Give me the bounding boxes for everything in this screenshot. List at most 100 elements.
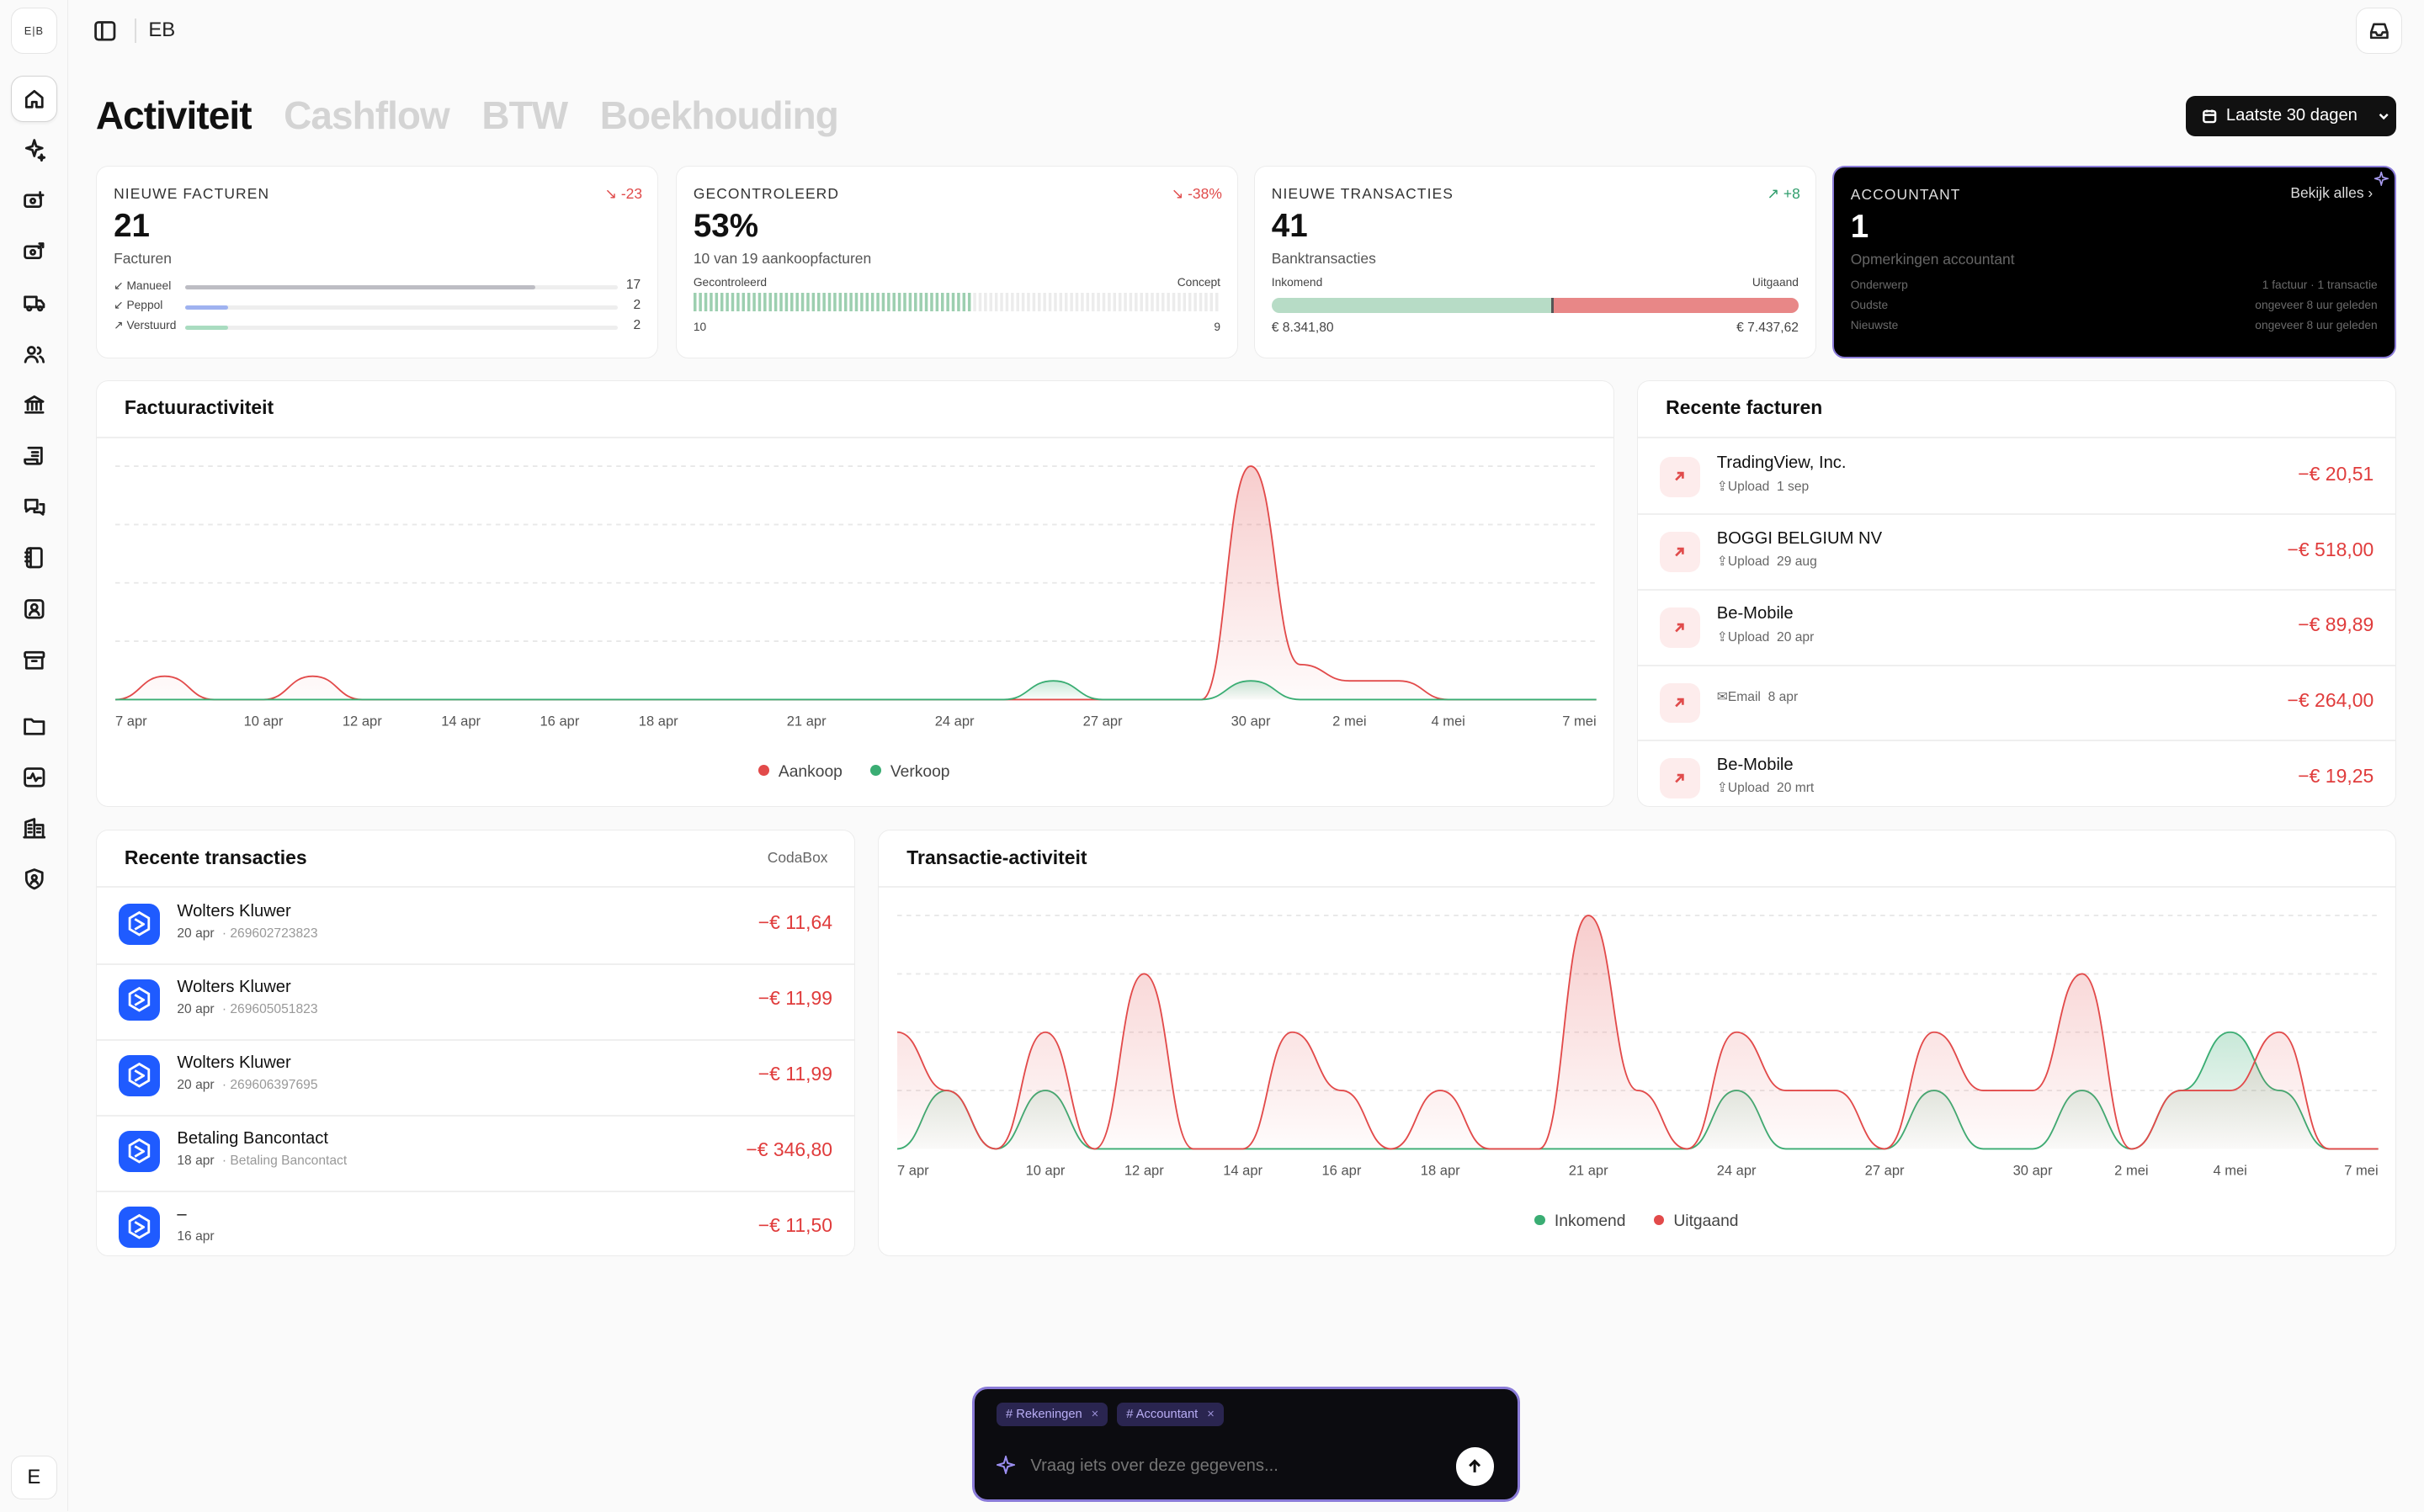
x-tick-label: 7 apr [897, 1163, 929, 1179]
sidebar-item-contact[interactable] [11, 586, 57, 632]
progress-tick [859, 293, 864, 312]
source-bar [184, 325, 618, 331]
inbox-button[interactable] [2356, 8, 2403, 55]
kpi-subtitle: 10 van 19 aankoopfacturen [693, 249, 872, 267]
view-all-link[interactable]: Bekijk alles › [2290, 184, 2373, 202]
transaction-row[interactable]: Wolters Kluwer 20 apr · 269602723823 −€ 11,… [97, 888, 854, 963]
close-icon[interactable]: × [1091, 1407, 1099, 1421]
kpi-subtitle: Opmerkingen accountant [1850, 250, 2015, 268]
progress-tick [1118, 293, 1122, 312]
invoice-row[interactable]: TradingView, Inc. ⇪Upload 1 sep −€ 20,51 [1638, 438, 2395, 514]
source-count: 2 [633, 297, 641, 312]
legend-label: Uitgaand [1673, 1212, 1739, 1230]
incoming-label: Inkomend [1271, 275, 1323, 289]
accountant-row-label: Onderwerp [1850, 278, 1908, 291]
legend-dot [758, 765, 769, 776]
series-line-uitgaand[interactable] [897, 915, 2379, 1150]
x-tick-label: 2 mei [1332, 713, 1366, 729]
legend-item-inkomend[interactable]: Inkomend [1534, 1212, 1625, 1231]
transaction-row[interactable]: – 16 apr −€ 11,50 [96, 1191, 854, 1255]
sidebar-item-truck[interactable] [11, 279, 57, 326]
sidebar-item-bank[interactable] [11, 382, 57, 428]
series-line-aankoop[interactable] [114, 464, 1597, 701]
sidebar-item-invoice-in[interactable] [11, 178, 57, 224]
sidebar-item-chat[interactable] [11, 484, 57, 530]
x-tick-label: 30 apr [1231, 713, 1271, 729]
invoice-source: Email [1727, 690, 1761, 705]
transaction-row[interactable]: Wolters Kluwer 20 apr · 269606397695 −€ 11,… [96, 1039, 854, 1115]
sidebar-item-users[interactable] [11, 331, 57, 377]
sidebar: E|B E [0, 0, 68, 1512]
progress-tick [983, 293, 987, 312]
organization-name[interactable]: EB [148, 19, 176, 42]
transaction-meta: 20 apr · 269606397695 [177, 1078, 317, 1093]
series-line-verkoop[interactable] [114, 680, 1597, 701]
invoice-type-badge [1659, 607, 1700, 648]
outgoing-amount: € 7.437,62 [1736, 321, 1799, 336]
legend-item-uitgaand[interactable]: Uitgaand [1653, 1212, 1739, 1231]
progress-tick [854, 293, 858, 312]
sidebar-item-archive[interactable] [11, 637, 57, 683]
sidebar-item-sparkle[interactable] [11, 127, 57, 173]
ai-chat-box: # Rekeningen × # Accountant × [972, 1386, 1520, 1503]
progress-tick [1193, 293, 1197, 312]
sidebar-item-book[interactable] [11, 535, 57, 581]
kpi-card-accountant[interactable]: ACCOUNTANT Bekijk alles › 1 Opmerkingen … [1831, 165, 2396, 359]
tab-boekhouding[interactable]: Boekhouding [599, 93, 839, 138]
progress-tick [1140, 293, 1143, 312]
chat-input[interactable] [1030, 1456, 1433, 1477]
sidebar-item-ledger[interactable] [11, 432, 57, 479]
tab-btw[interactable]: BTW [481, 93, 568, 138]
tab-cashflow[interactable]: Cashflow [284, 93, 450, 138]
transaction-counterparty: Betaling Bancontact [177, 1128, 328, 1148]
user-avatar[interactable]: E [10, 1456, 57, 1499]
progress-tick [951, 293, 955, 312]
kpi-card-checked[interactable]: GECONTROLEERD ↘ -38% 53% 10 van 19 aanko… [675, 165, 1239, 359]
context-chip-accountant[interactable]: # Accountant × [1117, 1403, 1224, 1426]
sidebar-item-folder[interactable] [11, 703, 57, 750]
progress-tick [967, 293, 971, 312]
context-chip-rekeningen[interactable]: # Rekeningen × [997, 1403, 1108, 1426]
transaction-row[interactable]: Wolters Kluwer 20 apr · 269605051823 −€ 11,… [96, 963, 854, 1039]
kpi-card-new-invoices[interactable]: NIEUWE FACTUREN ↘ -23 21 Facturen ↙ Manu… [95, 165, 659, 359]
app-logo[interactable]: E|B [10, 8, 57, 55]
sidebar-toggle-button[interactable] [90, 17, 121, 45]
transaction-row[interactable]: Betaling Bancontact 18 apr · Betaling Banc… [96, 1115, 854, 1191]
legend-dot [1534, 1214, 1545, 1226]
close-icon[interactable]: × [1207, 1407, 1215, 1421]
invoice-row[interactable]: Be-Mobile ⇪Upload 20 apr −€ 89,89 [1638, 589, 2395, 665]
sidebar-item-invoice-out[interactable] [11, 229, 57, 275]
legend-item-verkoop[interactable]: Verkoop [869, 763, 950, 782]
kpi-card-new-transactions[interactable]: NIEUWE TRANSACTIES ↗ +8 41 Banktransacti… [1253, 165, 1817, 359]
sidebar-item-activity[interactable] [11, 754, 57, 800]
progress-tick [784, 293, 788, 312]
page-tabs: Activiteit Cashflow BTW Boekhouding [95, 93, 839, 138]
transaction-amount: −€ 11,64 [758, 910, 832, 933]
legend-item-aankoop[interactable]: Aankoop [758, 763, 843, 782]
series-area-uitgaand [897, 915, 2379, 1149]
sidebar-item-home[interactable] [10, 76, 57, 123]
x-tick-label: 7 mei [2344, 1163, 2378, 1179]
invoice-row[interactable]: Be-Mobile ⇪Upload 20 mrt −€ 19,25 [1638, 740, 2395, 805]
progress-tick [1145, 293, 1149, 312]
sidebar-item-buildings[interactable] [11, 805, 57, 851]
transaction-counterparty: – [177, 1204, 187, 1223]
row-divider [96, 1115, 854, 1117]
outgoing-label: Uitgaand [1752, 275, 1799, 289]
sidebar-item-shield[interactable] [11, 857, 57, 903]
recent-invoices-card: Recente facturen TradingView, Inc. ⇪Uploa… [1637, 379, 2396, 807]
tab-activiteit[interactable]: Activiteit [95, 93, 252, 138]
progress-tick [693, 293, 697, 312]
date-range-label: Laatste 30 dagen [2225, 106, 2358, 125]
source-bar [184, 305, 618, 310]
send-button[interactable] [1455, 1447, 1495, 1487]
invoice-type-badge [1659, 682, 1700, 724]
invoice-row[interactable]: ✉Email 8 apr −€ 264,00 [1638, 664, 2395, 740]
x-tick-label: 30 apr [2013, 1163, 2053, 1179]
truck-icon [23, 295, 45, 312]
codabox-logo-icon [128, 1138, 151, 1164]
arrow-icon: ↙ [114, 299, 124, 312]
invoice-row[interactable]: BOGGI BELGIUM NV ⇪Upload 29 aug −€ 518,00 [1638, 513, 2395, 589]
date-range-button[interactable]: Laatste 30 dagen [2186, 95, 2396, 136]
